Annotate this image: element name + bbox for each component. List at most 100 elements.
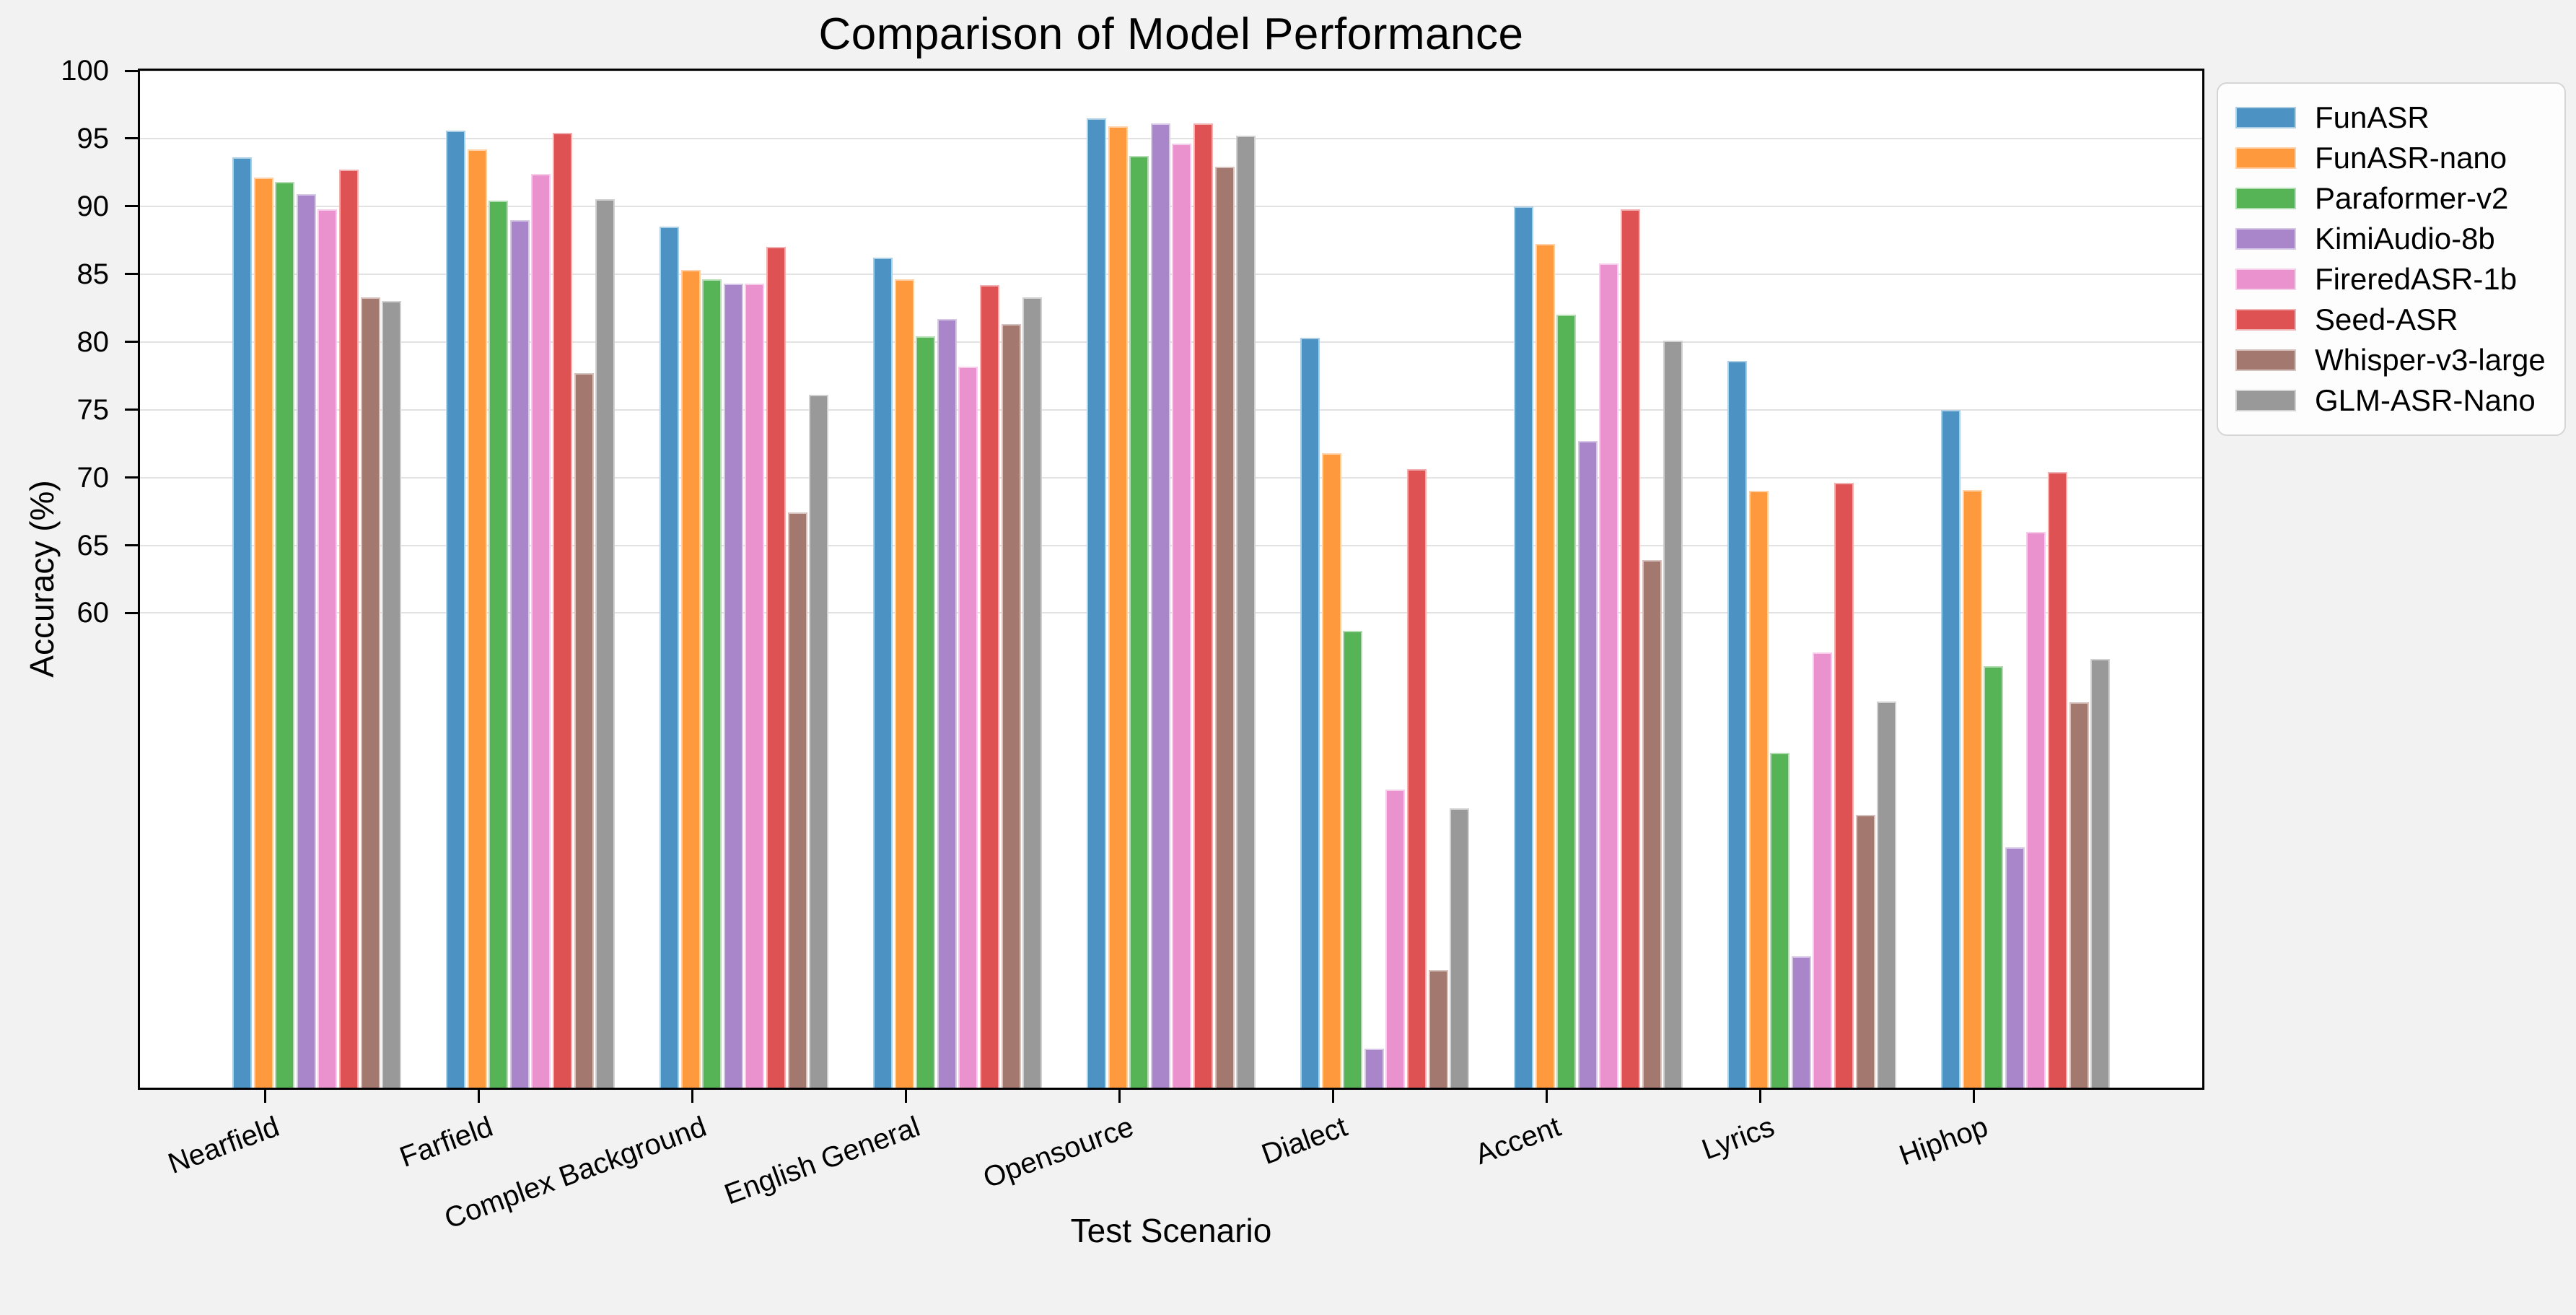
bar-GLM-ASR-Nano-English General xyxy=(1022,297,1043,1088)
bar-KimiAudio-8b-Hiphop xyxy=(2005,847,2025,1088)
gridline-65 xyxy=(140,544,2202,546)
bar-FireredASR-1b-Dialect xyxy=(1385,789,1406,1088)
bar-KimiAudio-8b-Nearfield xyxy=(296,193,316,1088)
gridline-75 xyxy=(140,409,2202,411)
gridline-70 xyxy=(140,476,2202,479)
bar-Paraformer-v2-Accent xyxy=(1556,315,1577,1088)
x-tick-mark xyxy=(1118,1090,1121,1103)
legend-item-GLM-ASR-Nano: GLM-ASR-Nano xyxy=(2235,383,2547,419)
bar-FunASR-nano-Dialect xyxy=(1321,453,1341,1088)
bar-Seed-ASR-Lyrics xyxy=(1834,483,1854,1088)
legend-swatch-icon xyxy=(2235,349,2296,371)
bar-KimiAudio-8b-English General xyxy=(937,318,957,1088)
legend-label: Seed-ASR xyxy=(2315,302,2458,336)
x-axis-title: Test Scenario xyxy=(1070,1212,1272,1249)
bar-KimiAudio-8b-Lyrics xyxy=(1791,956,1811,1088)
bar-FunASR-nano-Opensource xyxy=(1108,126,1128,1088)
y-tick-label-80: 80 xyxy=(76,326,110,358)
gridline-60 xyxy=(140,612,2202,614)
x-tick-mark xyxy=(904,1090,907,1103)
bar-FunASR-nano-Nearfield xyxy=(253,178,273,1088)
bar-GLM-ASR-Nano-Opensource xyxy=(1236,136,1256,1088)
bar-Paraformer-v2-Opensource xyxy=(1129,156,1149,1088)
y-tick-label-100: 100 xyxy=(61,55,109,87)
legend-label: FunASR xyxy=(2315,100,2430,134)
chart-title: Comparison of Model Performance xyxy=(818,9,1524,59)
gridline-95 xyxy=(140,137,2202,139)
legend-item-Paraformer-v2: Paraformer-v2 xyxy=(2235,180,2547,217)
bar-FireredASR-1b-Complex Background xyxy=(745,283,765,1088)
y-tick-mark xyxy=(125,205,138,208)
bar-Whisper-v3-large-Farfield xyxy=(574,372,594,1088)
bar-FireredASR-1b-English General xyxy=(958,366,978,1088)
bar-KimiAudio-8b-Opensource xyxy=(1150,123,1170,1088)
bar-Seed-ASR-Nearfield xyxy=(339,170,359,1088)
bar-FireredASR-1b-Farfield xyxy=(531,173,551,1088)
x-tick-mark xyxy=(1545,1090,1548,1103)
bar-Paraformer-v2-Lyrics xyxy=(1770,752,1790,1088)
legend-item-FireredASR-1b: FireredASR-1b xyxy=(2235,261,2547,297)
bar-FireredASR-1b-Hiphop xyxy=(2026,531,2046,1088)
y-tick-label-85: 85 xyxy=(76,258,110,290)
bar-FunASR-English General xyxy=(873,258,893,1088)
gridline-85 xyxy=(140,273,2202,275)
bar-FunASR-nano-English General xyxy=(894,279,914,1088)
legend-swatch-icon xyxy=(2235,228,2296,250)
bar-Paraformer-v2-Dialect xyxy=(1343,630,1363,1088)
legend-label: FireredASR-1b xyxy=(2315,262,2518,296)
left-spine xyxy=(138,69,140,1090)
bar-FunASR-Opensource xyxy=(1087,118,1106,1088)
bar-Seed-ASR-Complex Background xyxy=(766,247,786,1088)
bar-Whisper-v3-large-Opensource xyxy=(1214,167,1235,1088)
bar-FunASR-nano-Farfield xyxy=(467,149,487,1088)
bar-Paraformer-v2-Hiphop xyxy=(1984,665,2004,1088)
legend-label: Whisper-v3-large xyxy=(2315,343,2546,377)
bar-Paraformer-v2-English General xyxy=(916,336,936,1088)
y-tick-label-95: 95 xyxy=(76,122,110,154)
legend-rows: FunASR FunASR-nano Paraformer-v2 KimiAudio-… xyxy=(2235,100,2547,419)
top-spine xyxy=(138,69,2204,71)
bar-GLM-ASR-Nano-Lyrics xyxy=(1877,701,1897,1088)
y-tick-mark xyxy=(125,273,138,276)
bar-Whisper-v3-large-Hiphop xyxy=(2069,702,2089,1088)
bar-Seed-ASR-Hiphop xyxy=(2048,472,2067,1088)
bar-Whisper-v3-large-Complex Background xyxy=(787,512,807,1088)
x-tick-mark xyxy=(1972,1090,1975,1103)
y-tick-mark xyxy=(125,544,138,547)
legend-swatch-icon xyxy=(2235,268,2296,290)
y-tick-label-65: 65 xyxy=(76,529,110,562)
bar-FunASR-nano-Complex Background xyxy=(680,270,701,1088)
bar-KimiAudio-8b-Dialect xyxy=(1364,1048,1384,1088)
y-tick-label-60: 60 xyxy=(76,597,110,629)
bar-Seed-ASR-Accent xyxy=(1621,209,1640,1088)
gridline-80 xyxy=(140,341,2202,343)
legend-swatch-icon xyxy=(2235,390,2296,411)
legend-item-FunASR: FunASR xyxy=(2235,100,2547,136)
legend-swatch-icon xyxy=(2235,147,2296,169)
bar-Seed-ASR-Farfield xyxy=(553,133,572,1088)
bar-FunASR-Lyrics xyxy=(1727,361,1747,1088)
bar-FireredASR-1b-Accent xyxy=(1599,263,1619,1088)
bar-Whisper-v3-large-Nearfield xyxy=(360,297,380,1088)
y-tick-label-70: 70 xyxy=(76,461,110,494)
bottom-spine xyxy=(138,1088,2204,1090)
bar-FunASR-Nearfield xyxy=(232,157,252,1088)
bar-FireredASR-1b-Nearfield xyxy=(317,209,338,1088)
y-axis-title: Accuracy (%) xyxy=(23,480,61,678)
bar-FunASR-nano-Accent xyxy=(1535,244,1555,1088)
bar-Paraformer-v2-Complex Background xyxy=(702,279,722,1088)
bar-Seed-ASR-Opensource xyxy=(1193,123,1213,1088)
bar-KimiAudio-8b-Farfield xyxy=(509,219,530,1088)
bar-GLM-ASR-Nano-Nearfield xyxy=(382,301,402,1088)
bar-Whisper-v3-large-English General xyxy=(1001,324,1021,1088)
gridline-90 xyxy=(140,205,2202,207)
bar-FunASR-Hiphop xyxy=(1941,409,1961,1088)
bar-FireredASR-1b-Lyrics xyxy=(1813,652,1833,1088)
y-tick-mark xyxy=(125,341,138,344)
legend-swatch-icon xyxy=(2235,309,2296,331)
bar-Paraformer-v2-Nearfield xyxy=(275,182,295,1088)
right-spine xyxy=(2202,69,2204,1090)
legend: FunASR FunASR-nano Paraformer-v2 KimiAudio-… xyxy=(2217,82,2566,436)
legend-label: FunASR-nano xyxy=(2315,141,2507,175)
y-tick-mark xyxy=(125,137,138,140)
